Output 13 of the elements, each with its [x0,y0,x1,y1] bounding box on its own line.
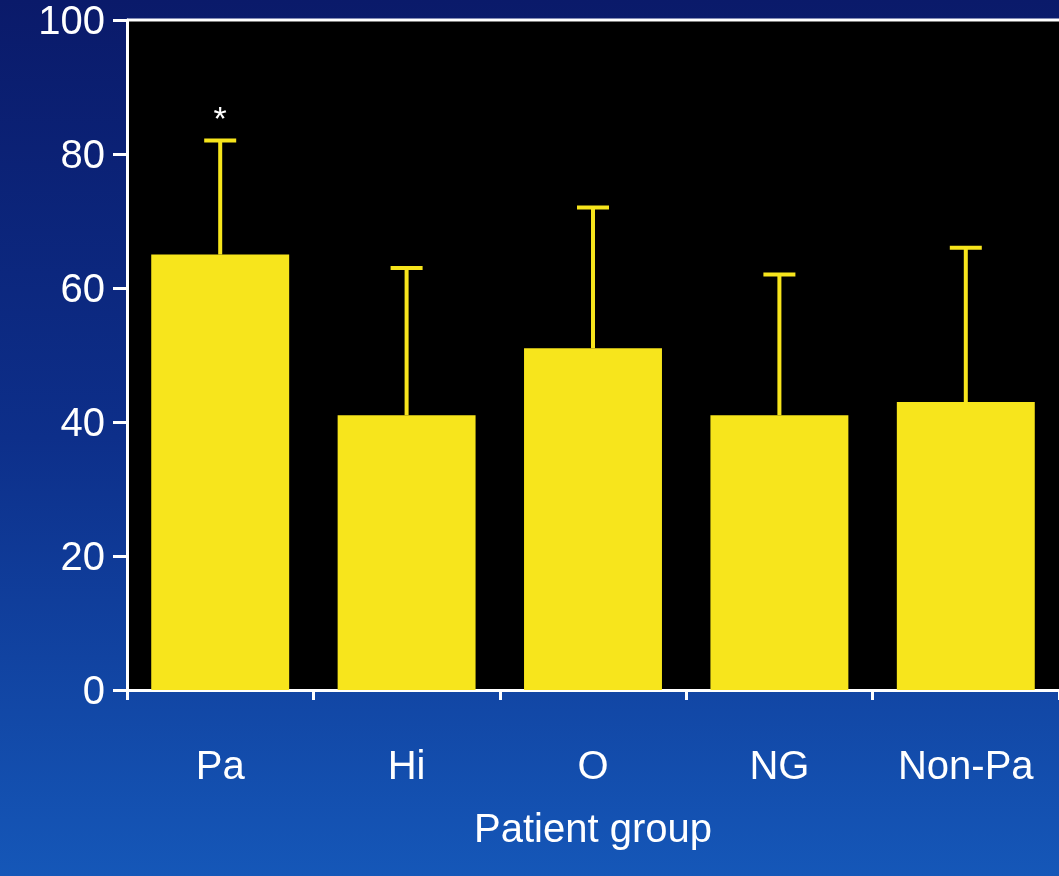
x-tick-label: Pa [195,743,246,787]
y-tick-label: 60 [60,266,105,310]
annotation: * [213,98,227,137]
y-tick-label: 0 [82,668,105,712]
y-tick-label: 40 [60,400,105,444]
x-tick-label: NG [749,743,810,787]
x-tick-label: O [577,743,609,787]
x-axis-title: Patient group [474,806,712,850]
y-tick-label: 20 [60,534,105,578]
y-tick-label: 80 [60,132,105,176]
x-tick-label: Non-Pa [897,743,1035,787]
x-tick-label: Hi [387,743,426,787]
y-tick-label: 100 [38,0,105,42]
